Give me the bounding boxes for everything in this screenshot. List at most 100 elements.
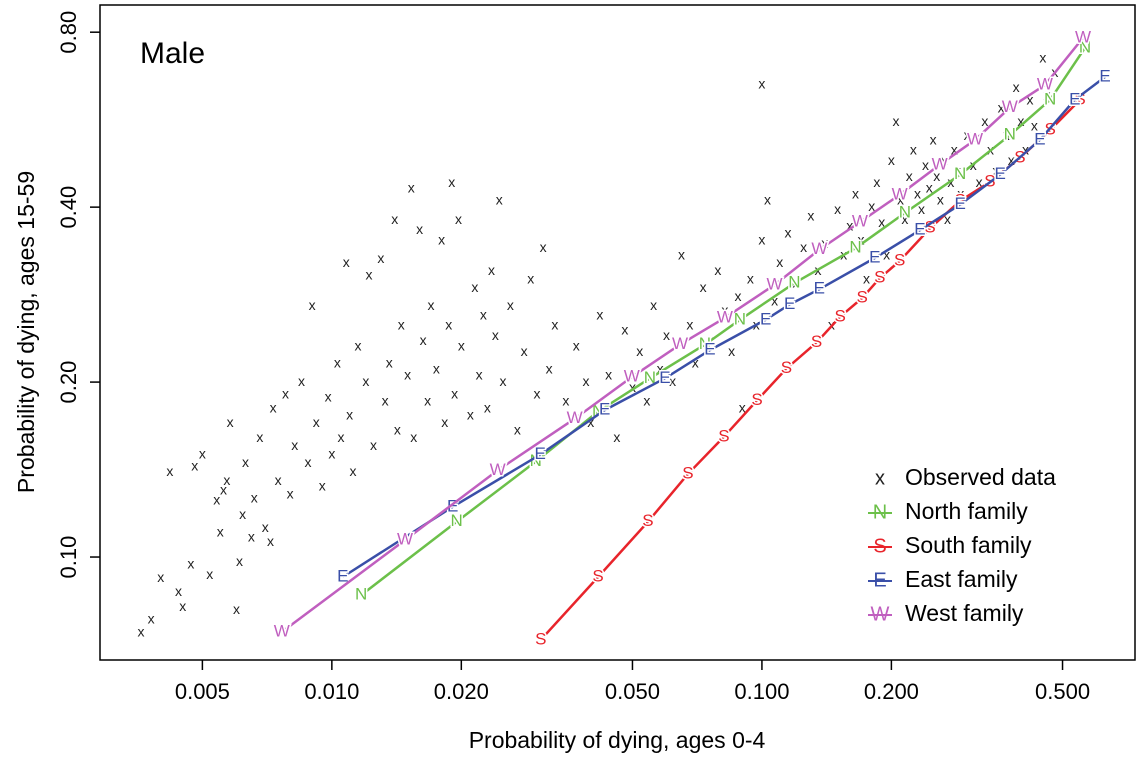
data-point: x — [562, 392, 569, 408]
data-point: x — [1017, 113, 1024, 129]
data-point: x — [821, 235, 828, 251]
data-point: x — [398, 316, 405, 332]
data-point: x — [270, 399, 277, 415]
data-point: x — [304, 454, 311, 470]
data-point: x — [834, 201, 841, 217]
legend-marker: N — [873, 501, 887, 523]
data-point: x — [643, 392, 650, 408]
y-tick-label: 0.20 — [56, 361, 81, 404]
model-marker: W — [852, 212, 868, 231]
data-point: x — [370, 437, 377, 453]
data-point: x — [981, 113, 988, 129]
data-point: x — [944, 211, 951, 227]
model-marker: W — [490, 460, 506, 479]
data-point: x — [191, 457, 198, 473]
data-point: x — [957, 186, 964, 202]
data-point: x — [883, 246, 890, 262]
model-marker: N — [644, 368, 656, 387]
data-point: x — [657, 360, 664, 376]
data-point: x — [897, 192, 904, 208]
model-marker: W — [892, 184, 908, 203]
model-marker: S — [682, 463, 693, 482]
data-point: x — [488, 262, 495, 278]
data-point: x — [764, 192, 771, 208]
model-marker: N — [849, 238, 861, 257]
model-marker: W — [767, 274, 783, 293]
data-point: x — [692, 355, 699, 371]
data-point: x — [551, 316, 558, 332]
model-marker: N — [355, 585, 367, 604]
model-marker: N — [734, 309, 746, 328]
data-point: x — [291, 437, 298, 453]
data-point: x — [313, 414, 320, 430]
data-point: x — [922, 157, 929, 173]
data-point: x — [758, 232, 765, 248]
data-point: x — [910, 142, 917, 158]
model-marker: S — [781, 358, 792, 377]
model-line — [360, 47, 1087, 597]
data-point: x — [933, 168, 940, 184]
data-point: x — [438, 232, 445, 248]
data-point: x — [573, 338, 580, 354]
data-point: x — [275, 472, 282, 488]
annotation: Male — [140, 37, 205, 70]
data-point: x — [613, 429, 620, 445]
data-point: x — [964, 127, 971, 143]
data-point: x — [496, 192, 503, 208]
data-point: x — [467, 406, 474, 422]
model-marker: S — [642, 511, 653, 530]
data-point: x — [242, 454, 249, 470]
data-point: x — [480, 307, 487, 323]
data-point: x — [220, 482, 227, 498]
model-marker: E — [599, 400, 610, 419]
data-point: x — [878, 214, 885, 230]
data-point: x — [906, 168, 913, 184]
data-point: x — [629, 379, 636, 395]
data-point: x — [248, 528, 255, 544]
data-point: x — [319, 478, 326, 494]
model-line — [342, 75, 1106, 579]
data-point: x — [976, 174, 983, 190]
model-marker: W — [624, 367, 640, 386]
data-point: x — [893, 113, 900, 129]
data-point: x — [337, 429, 344, 445]
model-marker: W — [811, 239, 827, 258]
data-point: x — [391, 211, 398, 227]
data-point: x — [583, 373, 590, 389]
legend-label: East family — [905, 566, 1018, 592]
data-point: x — [621, 322, 628, 338]
legend-label: West family — [905, 600, 1024, 626]
x-tick-label: 0.050 — [605, 679, 660, 704]
model-marker: W — [397, 529, 413, 548]
data-point: x — [686, 316, 693, 332]
y-tick-label: 0.80 — [56, 11, 81, 54]
data-point: x — [663, 327, 670, 343]
model-marker: E — [659, 368, 670, 387]
model-marker: W — [274, 621, 290, 640]
x-tick-label: 0.200 — [864, 679, 919, 704]
data-point: x — [918, 201, 925, 217]
model-marker: N — [1004, 125, 1016, 144]
model-marker: E — [534, 444, 545, 463]
data-point: x — [596, 307, 603, 323]
data-point: x — [365, 266, 372, 282]
data-point: x — [427, 297, 434, 313]
data-point: x — [1026, 91, 1033, 107]
data-point: x — [239, 506, 246, 522]
data-point: x — [650, 297, 657, 313]
data-point: x — [213, 491, 220, 507]
model-marker: E — [1099, 66, 1110, 85]
model-marker: N — [954, 164, 966, 183]
data-point: x — [888, 152, 895, 168]
model-marker: S — [535, 629, 546, 648]
data-point: x — [267, 533, 274, 549]
data-point: x — [262, 519, 269, 535]
data-point: x — [1008, 152, 1015, 168]
data-point: x — [901, 211, 908, 227]
data-point: x — [424, 392, 431, 408]
data-point: x — [540, 239, 547, 255]
data-point: x — [951, 142, 958, 158]
data-point: x — [287, 485, 294, 501]
data-point: x — [521, 343, 528, 359]
